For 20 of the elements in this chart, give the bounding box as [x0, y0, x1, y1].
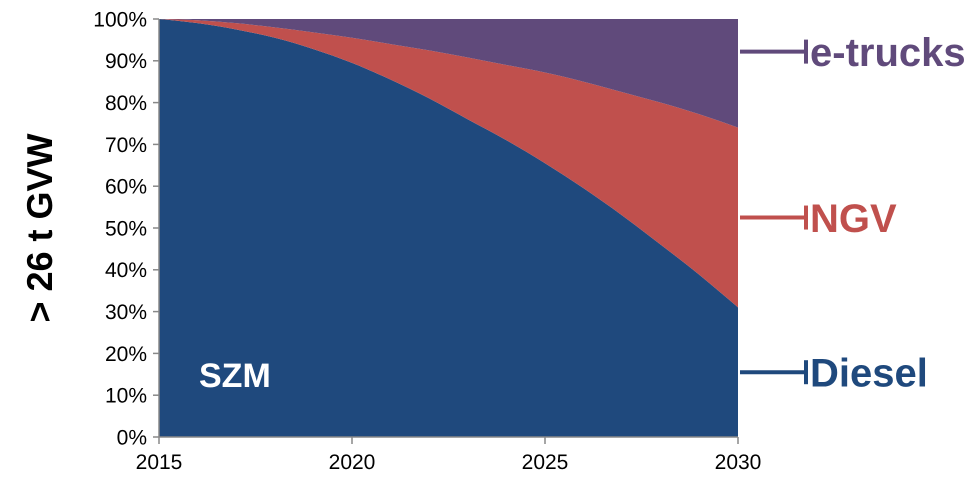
y-tick-label: 0% [116, 426, 147, 450]
annotation: SZM [199, 357, 271, 395]
x-tick-label: 2030 [714, 451, 762, 474]
legend-label: e-trucks [810, 31, 966, 76]
y-tick-label: 60% [104, 176, 147, 199]
x-tick-label: 2025 [522, 451, 568, 474]
y-tick-label: 20% [104, 342, 147, 366]
legend-label: Diesel [810, 352, 928, 396]
y-axis-title: > 26 t GVW [19, 133, 60, 323]
y-tick-label: 30% [104, 300, 147, 324]
y-tick-label: 80% [104, 92, 147, 115]
y-tick-label: 90% [104, 50, 147, 74]
y-tick-label: 100% [93, 8, 147, 32]
x-tick-label: 2020 [328, 451, 376, 474]
legend-label: NGV [810, 196, 897, 241]
x-tick-label: 2015 [136, 451, 182, 474]
y-tick-label: 70% [104, 134, 147, 157]
y-tick-label: 10% [104, 384, 147, 408]
y-tick-label: 50% [104, 217, 147, 240]
y-tick-label: 40% [104, 259, 147, 282]
